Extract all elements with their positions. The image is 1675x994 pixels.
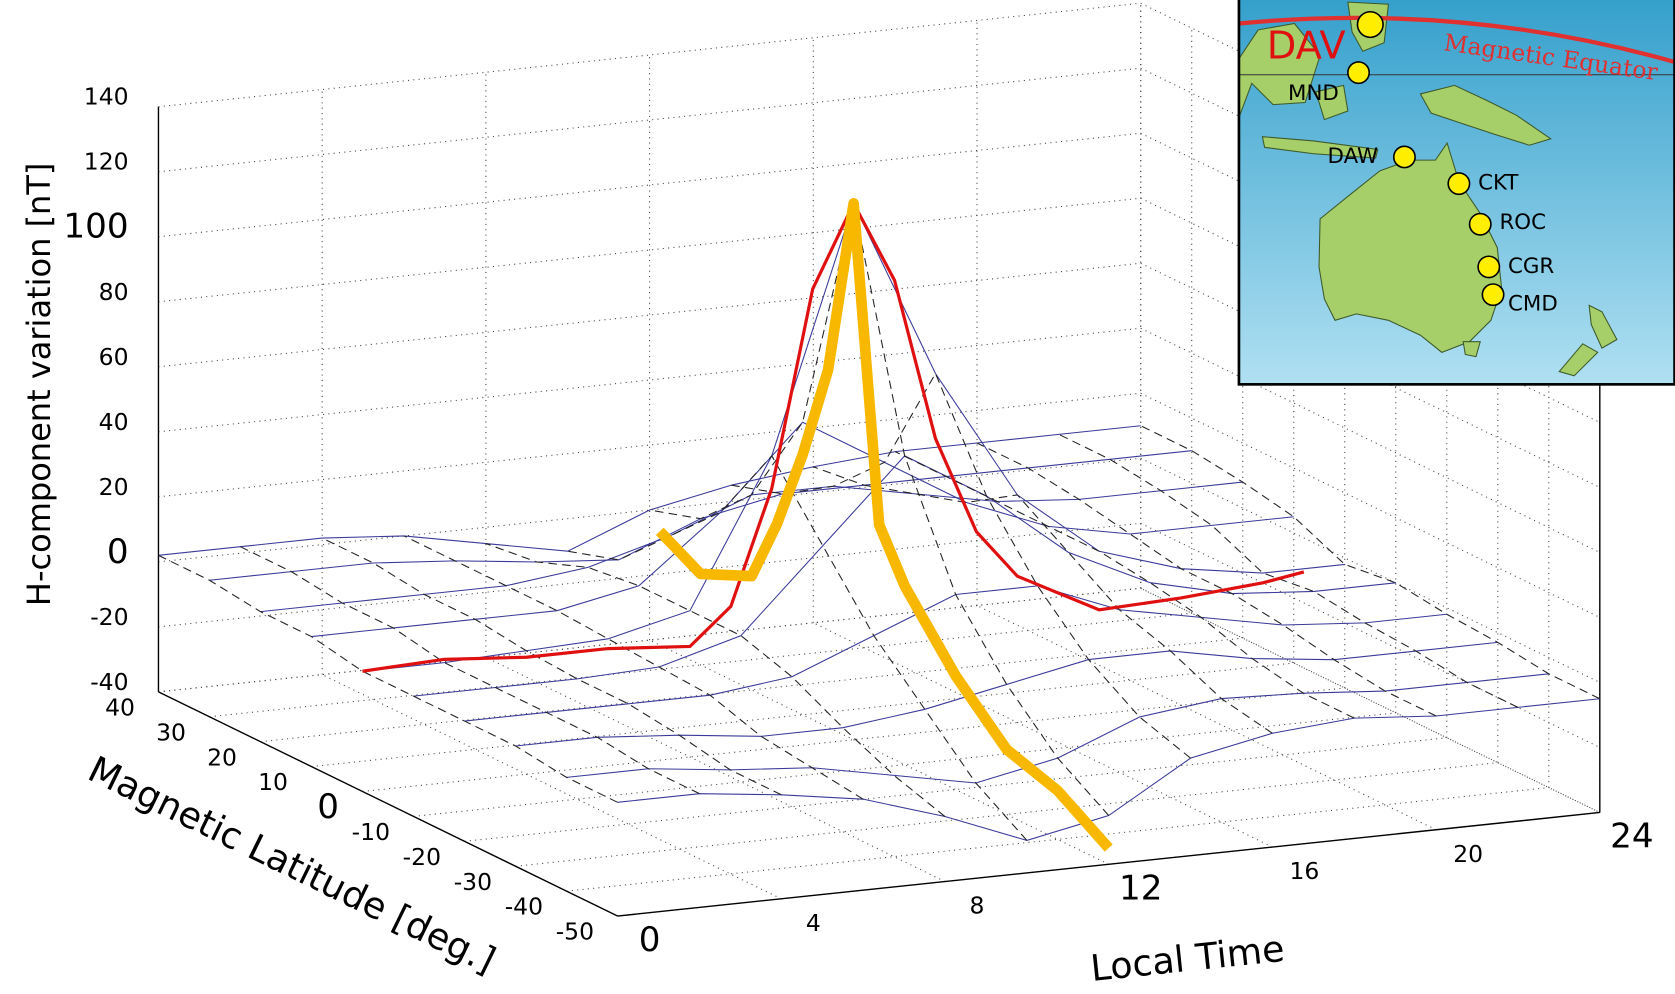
surface-column — [321, 537, 782, 796]
land — [1419, 84, 1552, 146]
z-tick-label: 20 — [99, 473, 129, 501]
y-tick-label: -40 — [505, 893, 543, 921]
station — [1447, 172, 1471, 196]
x-axis-title: Local Time — [1088, 927, 1286, 990]
z-tick-label: 0 — [107, 532, 129, 572]
x-tick-label: 20 — [1453, 840, 1483, 868]
y-tick-label: -50 — [556, 918, 594, 946]
station — [1356, 10, 1384, 39]
surface-row — [209, 450, 1192, 581]
land — [1261, 136, 1379, 159]
z-axis-title: H-component variation [nT] — [20, 163, 58, 607]
grid-line — [158, 2, 1141, 108]
station-label: MND — [1288, 81, 1339, 106]
grid-line — [321, 674, 782, 900]
y-tick-label: 20 — [207, 743, 237, 771]
z-tick-label: 40 — [99, 408, 129, 436]
y-tick-label: -20 — [403, 843, 441, 871]
surface-column — [485, 543, 946, 817]
grid-line — [209, 612, 1192, 718]
y-tick-label: -30 — [454, 868, 492, 896]
grid-line — [158, 327, 1141, 433]
grid-line — [158, 67, 1141, 173]
grid-line — [158, 132, 1141, 238]
x-tick-label: 8 — [970, 892, 985, 920]
grid-line — [1140, 522, 1601, 748]
land — [1462, 341, 1481, 358]
z-tick-label: 60 — [99, 343, 129, 371]
dav-label: DAV — [1267, 24, 1346, 69]
grid — [157, 2, 1601, 917]
highlight-lines — [362, 198, 1305, 852]
axis-line — [158, 691, 618, 917]
surface-row — [515, 641, 1498, 747]
x-tick-label: 12 — [1119, 868, 1162, 908]
surface-row — [566, 673, 1549, 784]
station-label: CGR — [1508, 254, 1554, 279]
surface-column — [976, 442, 1437, 717]
z-tick-label: -40 — [90, 668, 128, 696]
surface-column — [1058, 433, 1519, 708]
z-tick-label: 120 — [84, 148, 129, 176]
grid-line — [158, 262, 1141, 368]
surface-column — [731, 372, 1191, 759]
y-tick-label: -10 — [352, 818, 390, 846]
surface-column — [403, 535, 864, 800]
magnetic-equator — [1238, 15, 1675, 64]
y-tick-label: 10 — [258, 768, 288, 796]
station — [1392, 145, 1416, 169]
station-label: CMD — [1508, 291, 1558, 316]
surface-column — [240, 546, 700, 795]
station — [1477, 255, 1501, 279]
land — [1315, 84, 1349, 121]
station-label: DAW — [1328, 144, 1379, 169]
grid-line — [464, 737, 1447, 842]
grid-line — [566, 787, 1549, 892]
grid-line — [311, 662, 1294, 768]
land — [1238, 22, 1321, 118]
station-label: ROC — [1499, 210, 1546, 235]
grid-line — [158, 587, 1141, 693]
station — [1468, 212, 1492, 236]
axes — [157, 106, 1601, 917]
grid-line — [1140, 392, 1601, 618]
grid-line — [158, 392, 1141, 498]
x-tick-label: 0 — [639, 920, 661, 960]
station — [1347, 61, 1370, 85]
grid-line — [649, 639, 1109, 865]
station — [1481, 283, 1505, 307]
surface — [158, 201, 1601, 841]
grid-line — [260, 637, 1243, 743]
station-label: CKT — [1478, 171, 1519, 196]
grid-line — [362, 687, 1345, 793]
surface-column — [649, 203, 1110, 816]
axis-line — [617, 811, 1600, 917]
grid-line — [158, 457, 1141, 563]
surface-column — [1140, 425, 1601, 700]
x-tick-label: 16 — [1289, 857, 1319, 885]
z-tick-label: 140 — [84, 83, 129, 111]
z-tick-label: 100 — [63, 207, 128, 247]
x-tick-label: 4 — [806, 909, 821, 937]
z-tick-label: 80 — [99, 278, 129, 306]
surface-column — [894, 451, 1355, 719]
y-tick-label: 40 — [105, 693, 135, 721]
grid-line — [813, 622, 1273, 848]
y-tick-label: 30 — [156, 718, 186, 746]
surface-column — [158, 554, 618, 803]
inset-map: Magnetic Equator DAV MND DAW CKT ROC CGR… — [1237, 0, 1675, 386]
grid-line — [413, 712, 1396, 817]
surface-row — [617, 698, 1600, 841]
y-tick-label: 0 — [317, 787, 339, 827]
z-tick-label: -20 — [90, 603, 128, 631]
land — [1558, 304, 1618, 377]
surface-row — [464, 585, 1447, 722]
x-tick-label: 24 — [1610, 817, 1653, 857]
grid-line — [515, 762, 1498, 867]
meridian-line — [655, 198, 1113, 852]
